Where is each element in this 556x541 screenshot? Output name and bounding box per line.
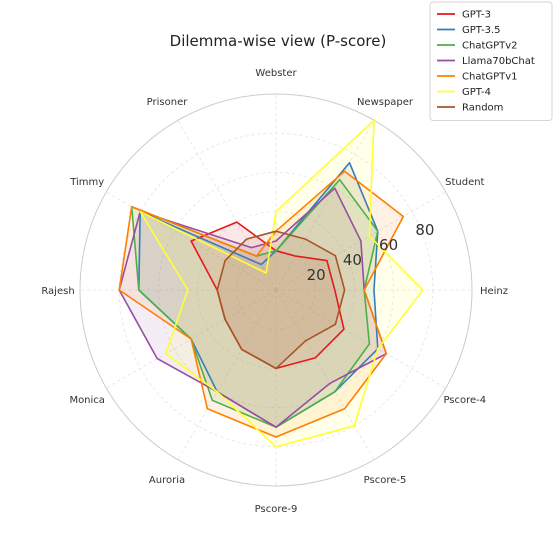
- radial-tick-label: 80: [415, 221, 434, 239]
- grid-spoke: [177, 120, 277, 291]
- grid-spoke: [275, 289, 446, 389]
- axis-labels: Heinz Student Newspaper Webster Prisoner Timm…: [41, 68, 508, 515]
- legend-entry: ChatGPTv1: [462, 72, 518, 83]
- legend-entry: GPT-3: [462, 10, 491, 21]
- axis-label: Timmy: [69, 177, 104, 188]
- series-fill: [191, 222, 344, 369]
- axis-label: Rajesh: [41, 286, 74, 297]
- series-line: [139, 119, 424, 448]
- axis-label: Heinz: [480, 286, 508, 297]
- series-fill: [131, 179, 378, 428]
- axis-label: Pscore-5: [364, 475, 407, 486]
- legend-entry: GPT-4: [462, 87, 491, 98]
- axis-label: Pscore-4: [443, 395, 486, 406]
- legend-entry: GPT-3.5: [462, 25, 500, 36]
- grid-circle: [157, 171, 394, 408]
- grid-circle: [236, 250, 316, 330]
- axis-label: Student: [445, 177, 484, 188]
- series-line: [118, 170, 405, 438]
- axis-label: Prisoner: [147, 97, 189, 108]
- axis-label: Webster: [255, 68, 297, 79]
- grid-spoke: [177, 289, 277, 460]
- outer-circle: [79, 93, 473, 487]
- series-line: [216, 230, 346, 370]
- grid-spoke: [275, 120, 375, 291]
- grid-spoke: [275, 289, 375, 460]
- legend-entry: Llama70bChat: [462, 56, 535, 67]
- axis-label: Auroria: [149, 475, 185, 486]
- legend-box: [429, 1, 553, 121]
- legend-entry: Random: [462, 103, 503, 114]
- radial-tick-label: 20: [307, 266, 326, 284]
- series-fill: [119, 171, 404, 437]
- series-fill: [140, 120, 423, 447]
- axis-label: Newspaper: [357, 97, 414, 108]
- chart-title: Dilemma-wise view (P-score): [170, 32, 387, 50]
- radial-tick-label: 40: [343, 251, 362, 269]
- radial-tick-label: 60: [379, 236, 398, 254]
- series-layer: [118, 119, 424, 448]
- series-line: [130, 178, 379, 429]
- legend: GPT-3 GPT-3.5 ChatGPTv2 Llama70bChat ChatGPT…: [429, 1, 553, 121]
- axis-label: Pscore-9: [255, 504, 298, 515]
- series-fill: [138, 162, 378, 428]
- axis-label: Monica: [69, 395, 105, 406]
- legend-entry: ChatGPTv2: [462, 41, 518, 52]
- series-fill: [119, 188, 387, 428]
